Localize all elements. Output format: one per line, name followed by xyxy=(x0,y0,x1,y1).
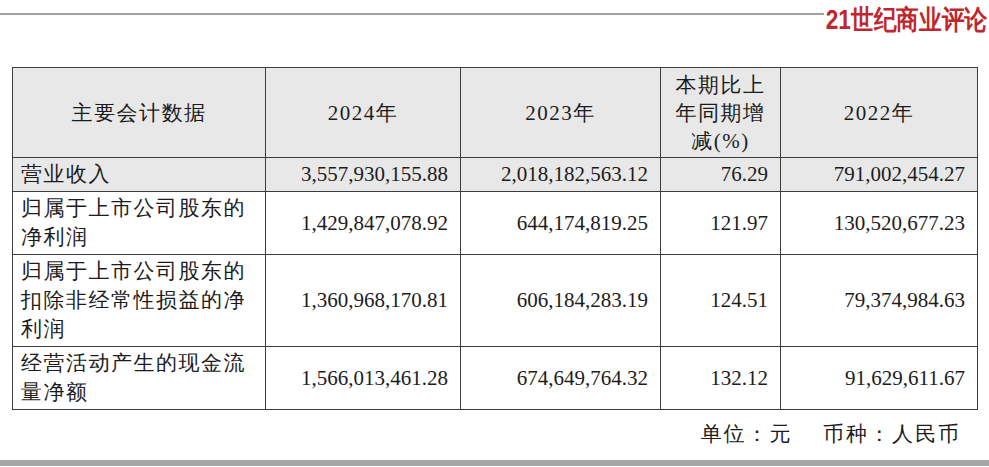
row-label: 归属于上市公司股东的扣除非经常性损益的净利润 xyxy=(13,255,266,347)
value-2024: 1,566,013,461.28 xyxy=(266,347,461,410)
value-2024: 1,429,847,078.92 xyxy=(266,192,461,255)
header-divider-line xyxy=(0,13,824,15)
value-yoy-change: 124.51 xyxy=(661,255,781,347)
column-header-metric: 主要会计数据 xyxy=(13,68,266,158)
value-yoy-change: 76.29 xyxy=(661,158,781,192)
column-header-2022: 2022年 xyxy=(781,68,978,158)
table-row-net-profit-excl-nonrecurring: 归属于上市公司股东的扣除非经常性损益的净利润 1,360,968,170.81 … xyxy=(13,255,978,347)
key-accounting-data-table: 主要会计数据 2024年 2023年 本期比上 年同期增 减(%) 2022年 … xyxy=(12,67,978,410)
table-header-row: 主要会计数据 2024年 2023年 本期比上 年同期增 减(%) 2022年 xyxy=(13,68,978,158)
column-header-2024: 2024年 xyxy=(266,68,461,158)
value-2022: 791,002,454.27 xyxy=(781,158,978,192)
value-yoy-change: 132.12 xyxy=(661,347,781,410)
column-header-2023: 2023年 xyxy=(461,68,661,158)
column-header-yoy-change: 本期比上 年同期增 减(%) xyxy=(661,68,781,158)
value-2022: 91,629,611.67 xyxy=(781,347,978,410)
unit-currency-note: 单位：元 币种：人民币 xyxy=(701,420,961,448)
value-yoy-change: 121.97 xyxy=(661,192,781,255)
table-row-revenue: 营业收入 3,557,930,155.88 2,018,182,563.12 7… xyxy=(13,158,978,192)
value-2022: 130,520,677.23 xyxy=(781,192,978,255)
value-2024: 1,360,968,170.81 xyxy=(266,255,461,347)
row-label: 经营活动产生的现金流量净额 xyxy=(13,347,266,410)
value-2023: 644,174,819.25 xyxy=(461,192,661,255)
row-label: 归属于上市公司股东的净利润 xyxy=(13,192,266,255)
table-row-operating-cash-flow: 经营活动产生的现金流量净额 1,566,013,461.28 674,649,7… xyxy=(13,347,978,410)
row-label: 营业收入 xyxy=(13,158,266,192)
table-row-net-profit: 归属于上市公司股东的净利润 1,429,847,078.92 644,174,8… xyxy=(13,192,978,255)
bottom-divider-bar xyxy=(0,460,989,466)
value-2022: 79,374,984.63 xyxy=(781,255,978,347)
value-2024: 3,557,930,155.88 xyxy=(266,158,461,192)
value-2023: 606,184,283.19 xyxy=(461,255,661,347)
value-2023: 674,649,764.32 xyxy=(461,347,661,410)
value-2023: 2,018,182,563.12 xyxy=(461,158,661,192)
financial-report-page: 21世纪商业评论 主要会计数据 2024年 2023年 本期比上 年同期增 减(… xyxy=(0,0,989,467)
publication-logo: 21世纪商业评论 xyxy=(826,5,987,35)
